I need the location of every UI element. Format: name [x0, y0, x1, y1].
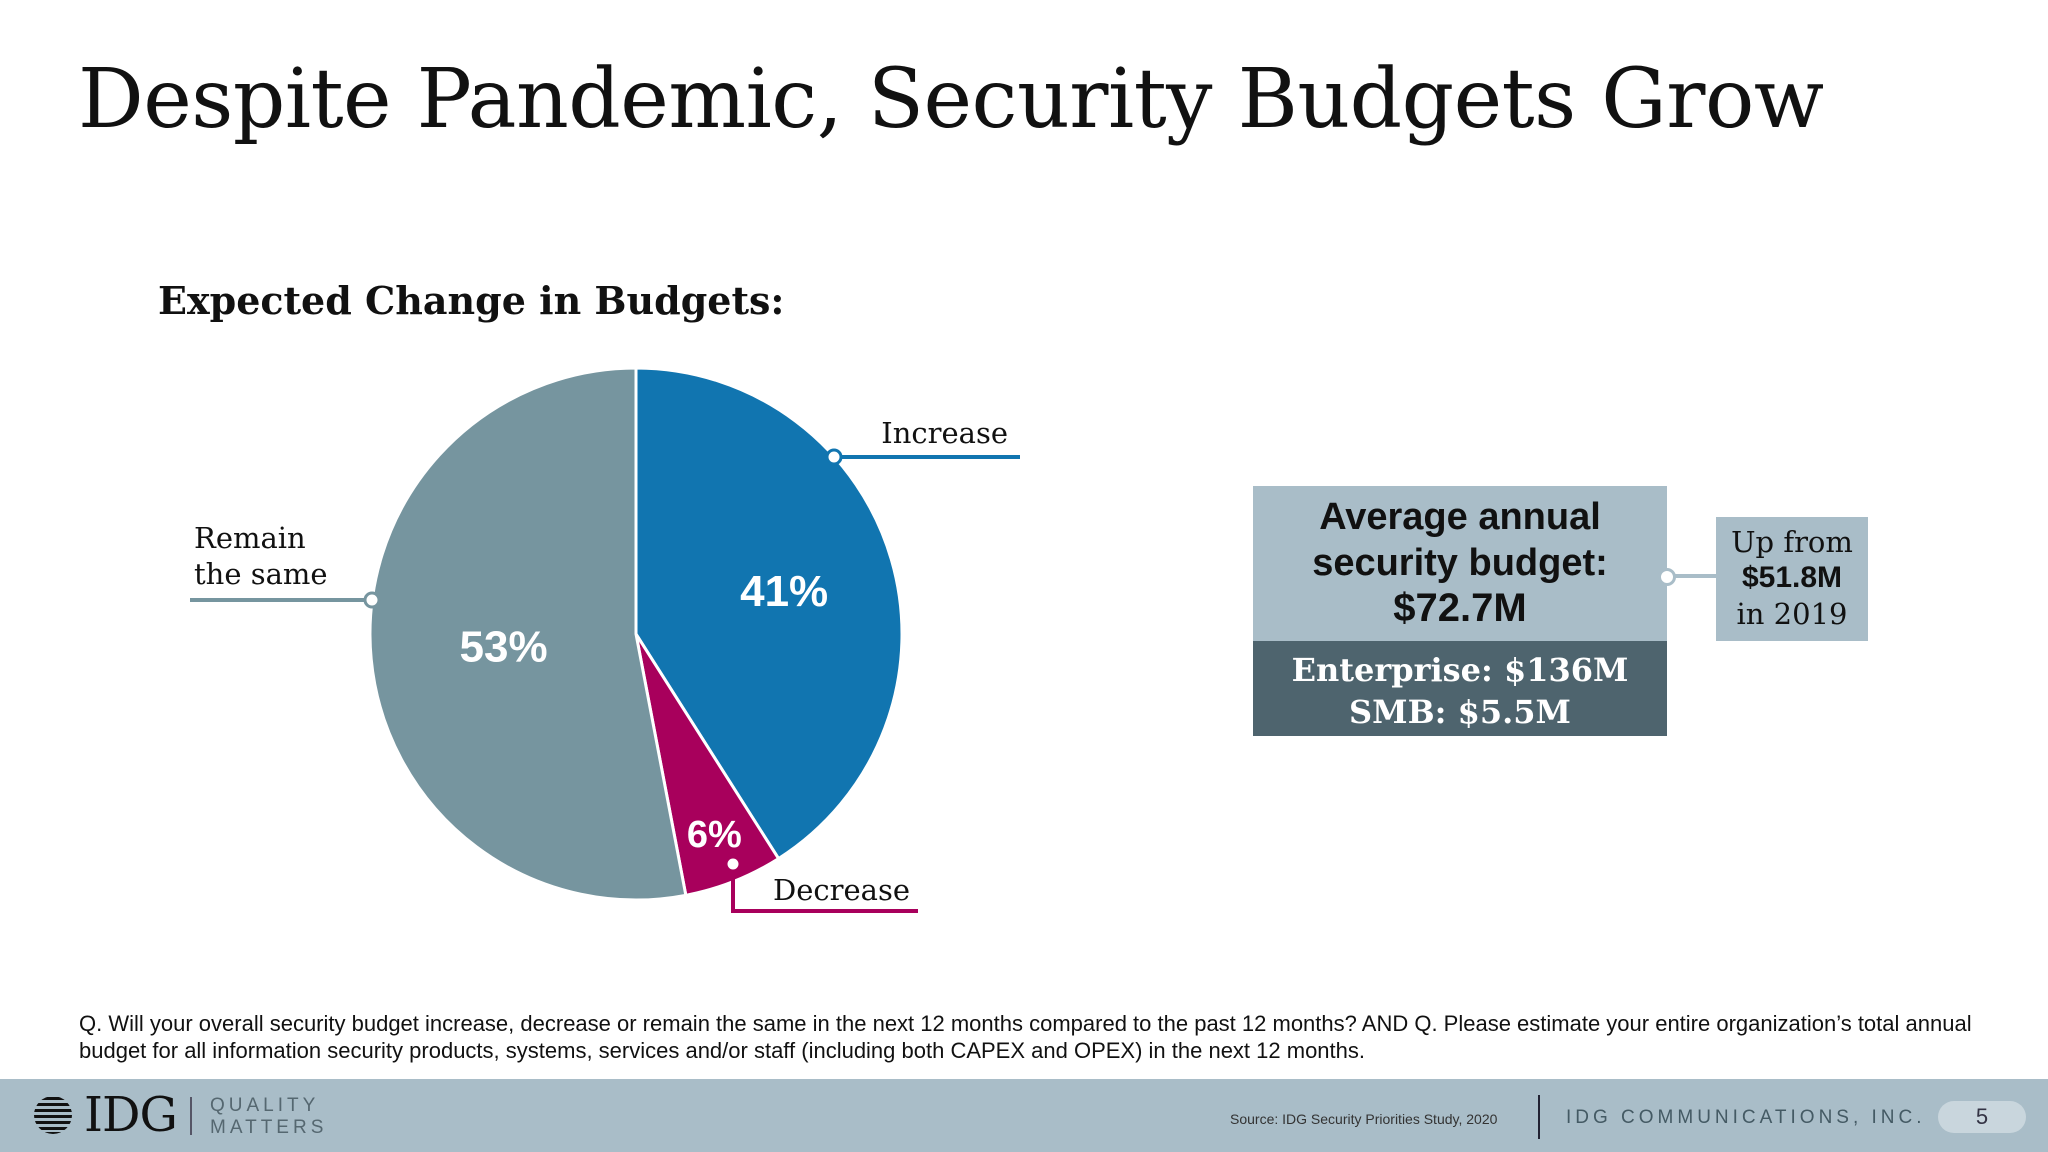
decrease-leader-dot: [724, 855, 742, 873]
pie-slice-remain-the-same: [368, 366, 688, 902]
idg-logo-text: IDG: [84, 1087, 178, 1143]
comparison-connector: [1669, 574, 1716, 578]
tagline-line2: MATTERS: [210, 1117, 328, 1138]
logo-divider: [190, 1097, 192, 1135]
pie-label-remain-the-same: 53%: [460, 623, 548, 672]
page-number: 5: [1938, 1101, 2026, 1133]
enterprise-budget: Enterprise: $136M: [1291, 651, 1629, 689]
page-title: Despite Pandemic, Security Budgets Grow: [78, 52, 1824, 147]
company-name: IDG COMMUNICATIONS, INC.: [1566, 1107, 1926, 1128]
prior-year-value: $51.8M: [1741, 561, 1843, 594]
smb-budget: SMB: $5.5M: [1349, 693, 1571, 731]
idg-globe-icon: [34, 1097, 72, 1134]
chart-title: Expected Change in Budgets:: [158, 278, 785, 323]
remain-label-line2: the same: [194, 557, 328, 591]
survey-question: Q. Will your overall security budget inc…: [79, 1011, 1972, 1063]
tagline: QUALITY MATTERS: [210, 1095, 327, 1139]
increase-label: Increase: [881, 416, 1008, 450]
pie-label-decrease: 6%: [687, 814, 742, 856]
tagline-line1: QUALITY: [210, 1095, 320, 1116]
prior-year-box: Up from $51.8M in 2019: [1716, 517, 1868, 641]
remain-leader-dot: [363, 591, 381, 609]
average-budget-panel: Average annual security budget: $72.7M: [1253, 486, 1667, 641]
footer-bar: IDG QUALITY MATTERS Source: IDG Security…: [0, 1079, 2048, 1152]
prior-year-line1: Up from: [1731, 525, 1853, 559]
comparison-connector-dot: [1658, 568, 1676, 586]
average-budget-line1: Average annual: [1319, 496, 1601, 538]
decrease-leader-line: [731, 864, 918, 913]
pie-chart: Increase Remain the same Decrease 41% 6% 5…: [190, 366, 1020, 913]
average-budget-value: $72.7M: [1393, 586, 1527, 630]
segment-budget-panel: Enterprise: $136M SMB: $5.5M: [1253, 641, 1667, 736]
decrease-label: Decrease: [773, 873, 910, 907]
average-budget-line2: security budget:: [1312, 542, 1608, 584]
pie-label-increase: 41%: [740, 567, 828, 616]
remain-label-line1: Remain: [194, 521, 306, 555]
prior-year-line3: in 2019: [1736, 597, 1848, 631]
footer-divider: [1538, 1095, 1540, 1139]
average-budget-box: Average annual security budget: $72.7M E…: [1253, 486, 1667, 736]
increase-leader-dot: [825, 448, 843, 466]
source-note: Source: IDG Security Priorities Study, 2…: [1230, 1111, 1498, 1127]
pie-slice-increase: [634, 366, 904, 861]
